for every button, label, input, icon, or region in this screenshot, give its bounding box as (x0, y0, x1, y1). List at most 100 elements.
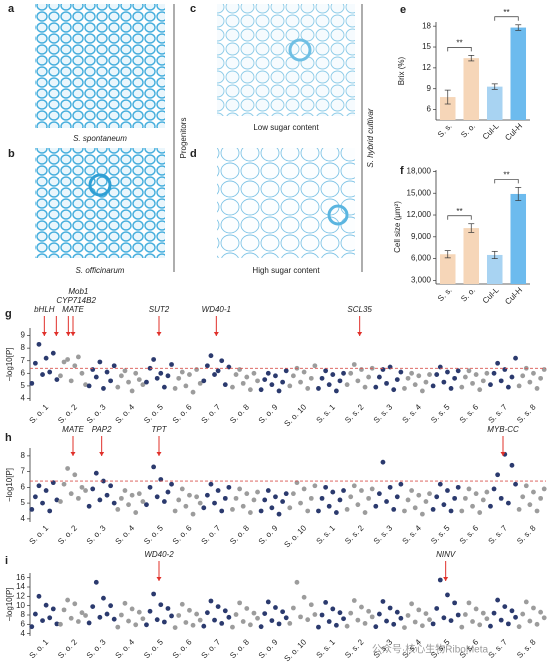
snp-point (58, 373, 63, 379)
snp-point (165, 489, 171, 495)
y-tick-label: 12 (16, 591, 25, 600)
snp-point (480, 610, 486, 616)
snp-point (455, 484, 461, 490)
snp-point (333, 622, 339, 628)
x-tick-label: S. s. 2 (343, 637, 366, 660)
snp-point (495, 360, 501, 366)
micrograph (217, 148, 355, 258)
snp-point (183, 620, 189, 625)
snp-point (416, 607, 422, 613)
snp-point (516, 624, 522, 630)
x-tick-label: S. s. 4 (400, 523, 423, 546)
snp-point (348, 610, 354, 616)
snp-point (541, 615, 547, 621)
snp-point (101, 478, 106, 484)
snp-point (509, 374, 515, 380)
y-tick-label: 12,000 (407, 210, 432, 219)
snp-point (176, 613, 182, 618)
snp-point (165, 606, 171, 611)
snp-point (161, 619, 167, 625)
snp-point (344, 623, 350, 629)
snp-point (126, 618, 131, 624)
x-tick-label: S. o. 10 (282, 637, 308, 663)
snp-point (430, 383, 436, 389)
snp-point (316, 508, 321, 514)
bar (439, 254, 456, 284)
snp-point (441, 502, 447, 508)
y-tick-label: 7 (21, 356, 26, 365)
snp-point (538, 495, 544, 501)
snp-point (169, 481, 174, 487)
snp-point (437, 577, 443, 583)
snp-point (72, 363, 78, 369)
snp-point (491, 486, 497, 492)
snp-point (204, 363, 210, 369)
x-tick-label: S. s. 3 (372, 523, 395, 546)
caption: High sugar content (252, 266, 320, 275)
snp-point (398, 369, 404, 375)
y-tick-label: 6 (21, 368, 26, 377)
snp-point (179, 601, 185, 607)
x-tick-label: S. s. 2 (343, 402, 366, 425)
snp-point (172, 386, 178, 391)
snp-point (330, 606, 336, 612)
snp-point (219, 508, 225, 514)
snp-point (520, 494, 526, 500)
snp-point (459, 624, 465, 630)
y-tick-label: 18 (422, 21, 431, 30)
significance-bracket (447, 47, 472, 52)
y-tick-label: 18,000 (407, 167, 432, 176)
bar (486, 86, 503, 120)
snp-point (409, 488, 415, 493)
snp-point (269, 382, 275, 388)
snp-point (233, 495, 239, 501)
snp-point (455, 368, 461, 374)
snp-point (32, 611, 38, 617)
snp-point (298, 614, 303, 620)
snp-point (391, 387, 397, 393)
x-tick-label: S. s. 7 (486, 402, 509, 425)
snp-point (337, 497, 343, 503)
snp-point (208, 481, 214, 487)
snp-point (118, 373, 124, 379)
snp-point (445, 369, 450, 375)
snp-point (29, 507, 35, 512)
snp-point (423, 611, 429, 616)
bar (463, 228, 480, 284)
snp-point (290, 491, 296, 497)
snp-point (72, 472, 78, 478)
gene-label: SCL35 (347, 305, 372, 314)
micrograph (217, 4, 355, 116)
x-tick-label: S. o. 3 (85, 402, 108, 425)
y-tick-label: 12 (422, 63, 431, 72)
snp-point (402, 625, 407, 630)
snp-point (280, 379, 286, 385)
arrow-head (500, 452, 506, 456)
y-tick-label: 15 (422, 42, 431, 51)
significance-label: ** (503, 8, 509, 17)
snp-point (280, 499, 286, 504)
snp-point (276, 388, 282, 394)
snp-point (337, 378, 343, 384)
y-tick-label: 15,000 (407, 188, 432, 197)
snp-point (86, 620, 92, 626)
snp-point (54, 621, 60, 627)
x-tick-label: S. o. (459, 286, 477, 304)
snp-point (230, 624, 235, 630)
gene-label: MYB-CC (487, 425, 519, 434)
snp-point (158, 370, 164, 376)
snp-point (276, 621, 282, 627)
snp-point (201, 505, 207, 511)
snp-point (133, 510, 139, 515)
x-tick-label: S. o. 9 (257, 637, 280, 660)
snp-point (308, 495, 314, 501)
snp-point (308, 602, 314, 608)
bar (486, 254, 503, 284)
snp-point (373, 384, 379, 390)
y-tick-label: 5 (21, 498, 26, 507)
snp-point (197, 500, 203, 506)
snp-point (187, 607, 192, 613)
snp-point (140, 499, 146, 504)
snp-point (283, 491, 289, 497)
y-tick-label: 4 (21, 394, 26, 403)
